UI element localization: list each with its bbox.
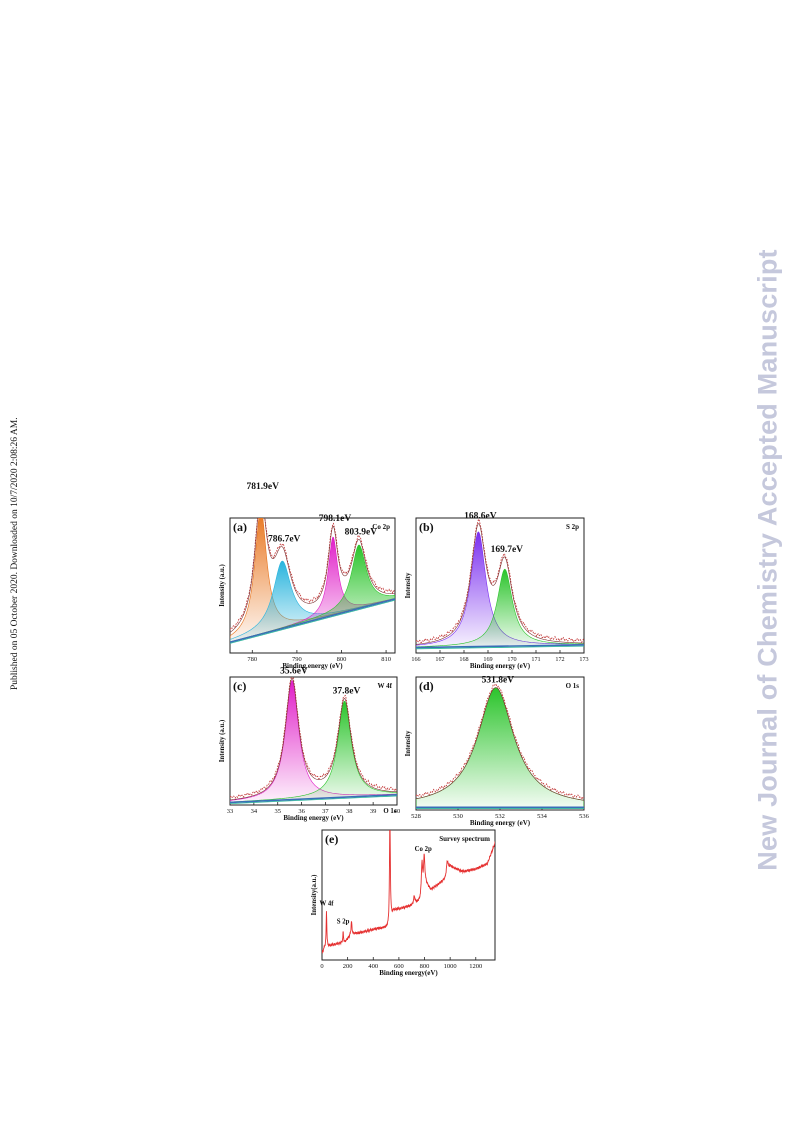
x-tick-label-d: 530	[453, 813, 463, 820]
peak-label-c-0: 35.6eV	[280, 666, 308, 676]
peak-label-a-1: 786.7eV	[268, 535, 301, 545]
x-tick-label-b: 170	[507, 656, 516, 663]
x-axis-title-a: Binding energy (eV)	[282, 662, 343, 670]
x-tick-label-e: 200	[343, 963, 353, 970]
x-tick-label-c: 38	[346, 808, 353, 815]
x-tick-label-d: 528	[411, 813, 421, 820]
element-label-e: Survey spectrum	[439, 835, 490, 843]
fitted-envelope-c	[230, 677, 397, 801]
xps-panel-c: 33 34 35 36 37 38 39 40 Binding energy (eV) Inten…	[219, 666, 401, 822]
x-tick-label-e: 1000	[444, 963, 457, 970]
x-axis-title-c: Binding energy (eV)	[283, 814, 344, 822]
x-tick-label-b: 167	[435, 656, 444, 663]
x-tick-label-d: 536	[579, 813, 590, 820]
xps-panel-e: 0 200 400 600 800 1000 1200 Binding energy(eV) I…	[311, 808, 496, 977]
x-tick-label-e: 0	[320, 963, 323, 970]
peak-label-b-1: 169.7eV	[491, 545, 524, 555]
x-tick-label-b: 166	[411, 656, 420, 663]
background-line-c	[230, 793, 397, 804]
fitted-envelope-d	[416, 687, 584, 801]
x-tick-label-c: 35	[274, 808, 281, 815]
y-axis-title-c: Intensity (a.u.)	[219, 720, 226, 762]
panel-label-c: (c)	[233, 679, 246, 693]
x-tick-label-b: 169	[483, 656, 492, 663]
journal-watermark-text: New Journal of Chemistry Accepted Manusc…	[752, 249, 783, 871]
x-tick-label-b: 168	[459, 656, 468, 663]
background-line-2-b	[416, 645, 584, 650]
background-line-b	[416, 644, 584, 649]
x-tick-label-d: 534	[537, 813, 548, 820]
x-tick-label-e: 400	[368, 963, 378, 970]
background-line-2-a	[230, 599, 395, 644]
background-line-2-c	[230, 795, 397, 805]
x-tick-label-a: 790	[292, 656, 302, 663]
experimental-curve-a	[230, 518, 395, 630]
fitted-envelope-a	[230, 518, 395, 633]
y-axis-title-e: Intensity(a.u.)	[311, 875, 318, 916]
xps-panel-d: 528 530 532 534 536 Binding energy (eV) Intens…	[405, 676, 590, 827]
plot-area-c	[230, 677, 397, 805]
panel-label-e: (e)	[325, 832, 338, 846]
panel-label-b: (b)	[419, 520, 434, 534]
x-tick-label-c: 37	[322, 808, 329, 815]
x-tick-label-c: 40	[394, 808, 401, 815]
survey-annotation-2: O 1s	[383, 808, 396, 815]
x-tick-label-a: 810	[381, 656, 391, 663]
plot-area-d	[416, 683, 584, 809]
experimental-curve-c	[230, 677, 397, 799]
plot-frame-e	[321, 829, 496, 961]
x-tick-label-a: 800	[337, 656, 347, 663]
x-axis-title-e: Binding energy(eV)	[379, 969, 438, 977]
peak-label-b-0: 168.6eV	[464, 512, 497, 522]
xps-panel-a: 780 790 800 810 Binding energy (eV) Intensity…	[219, 482, 396, 670]
peak-label-a-0: 781.9eV	[247, 482, 280, 492]
element-label-a: Co 2p	[372, 523, 390, 531]
x-tick-label-c: 34	[251, 808, 258, 815]
x-tick-label-d: 532	[495, 813, 505, 820]
plot-area-e	[322, 830, 495, 954]
x-tick-label-c: 36	[298, 808, 305, 815]
y-axis-title-a: Intensity (a.u.)	[219, 564, 226, 606]
peak-label-c-1: 37.8eV	[333, 686, 361, 696]
element-label-d: O 1s	[566, 682, 580, 690]
panel-label-a: (a)	[233, 520, 247, 534]
x-tick-label-b: 171	[531, 656, 540, 663]
x-tick-label-e: 600	[394, 963, 404, 970]
survey-spectrum-line	[322, 830, 495, 954]
plot-area-a	[230, 518, 395, 644]
x-axis-title-b: Binding energy (eV)	[470, 662, 531, 670]
peak-label-a-2: 798.1eV	[319, 514, 352, 524]
x-tick-label-a: 780	[247, 656, 257, 663]
plot-area-b	[416, 518, 584, 650]
survey-annotation-3: Co 2p	[415, 846, 432, 853]
element-label-c: W 4f	[378, 682, 393, 690]
xps-panel-b: 166 167 168 169 170 171 172 173 Binding energy (…	[405, 512, 589, 670]
publication-note-text: Published on 05 October 2020. Downloaded…	[10, 417, 20, 690]
background-line-a	[230, 598, 395, 643]
survey-annotation-1: S 2p	[337, 919, 350, 926]
x-tick-label-b: 173	[579, 656, 588, 663]
x-tick-label-e: 1200	[469, 963, 482, 970]
y-axis-title-d: Intensity	[405, 730, 412, 756]
peak-label-d-0: 531.8eV	[482, 676, 515, 686]
panel-label-d: (d)	[419, 679, 434, 693]
x-tick-label-c: 39	[370, 808, 377, 815]
y-axis-title-b: Intensity	[405, 572, 412, 598]
x-tick-label-e: 800	[420, 963, 430, 970]
x-tick-label-c: 33	[227, 808, 234, 815]
peak-label-a-3: 803.9eV	[345, 527, 378, 537]
survey-annotation-0: W 4f	[319, 900, 334, 907]
x-tick-label-b: 172	[555, 656, 564, 663]
journal-watermark: New Journal of Chemistry Accepted Manusc…	[753, 249, 783, 870]
fitted-envelope-b	[416, 523, 584, 645]
element-label-b: S 2p	[566, 523, 579, 531]
publication-note: Published on 05 October 2020. Downloaded…	[10, 417, 28, 690]
x-axis-title-d: Binding energy (eV)	[470, 819, 531, 827]
